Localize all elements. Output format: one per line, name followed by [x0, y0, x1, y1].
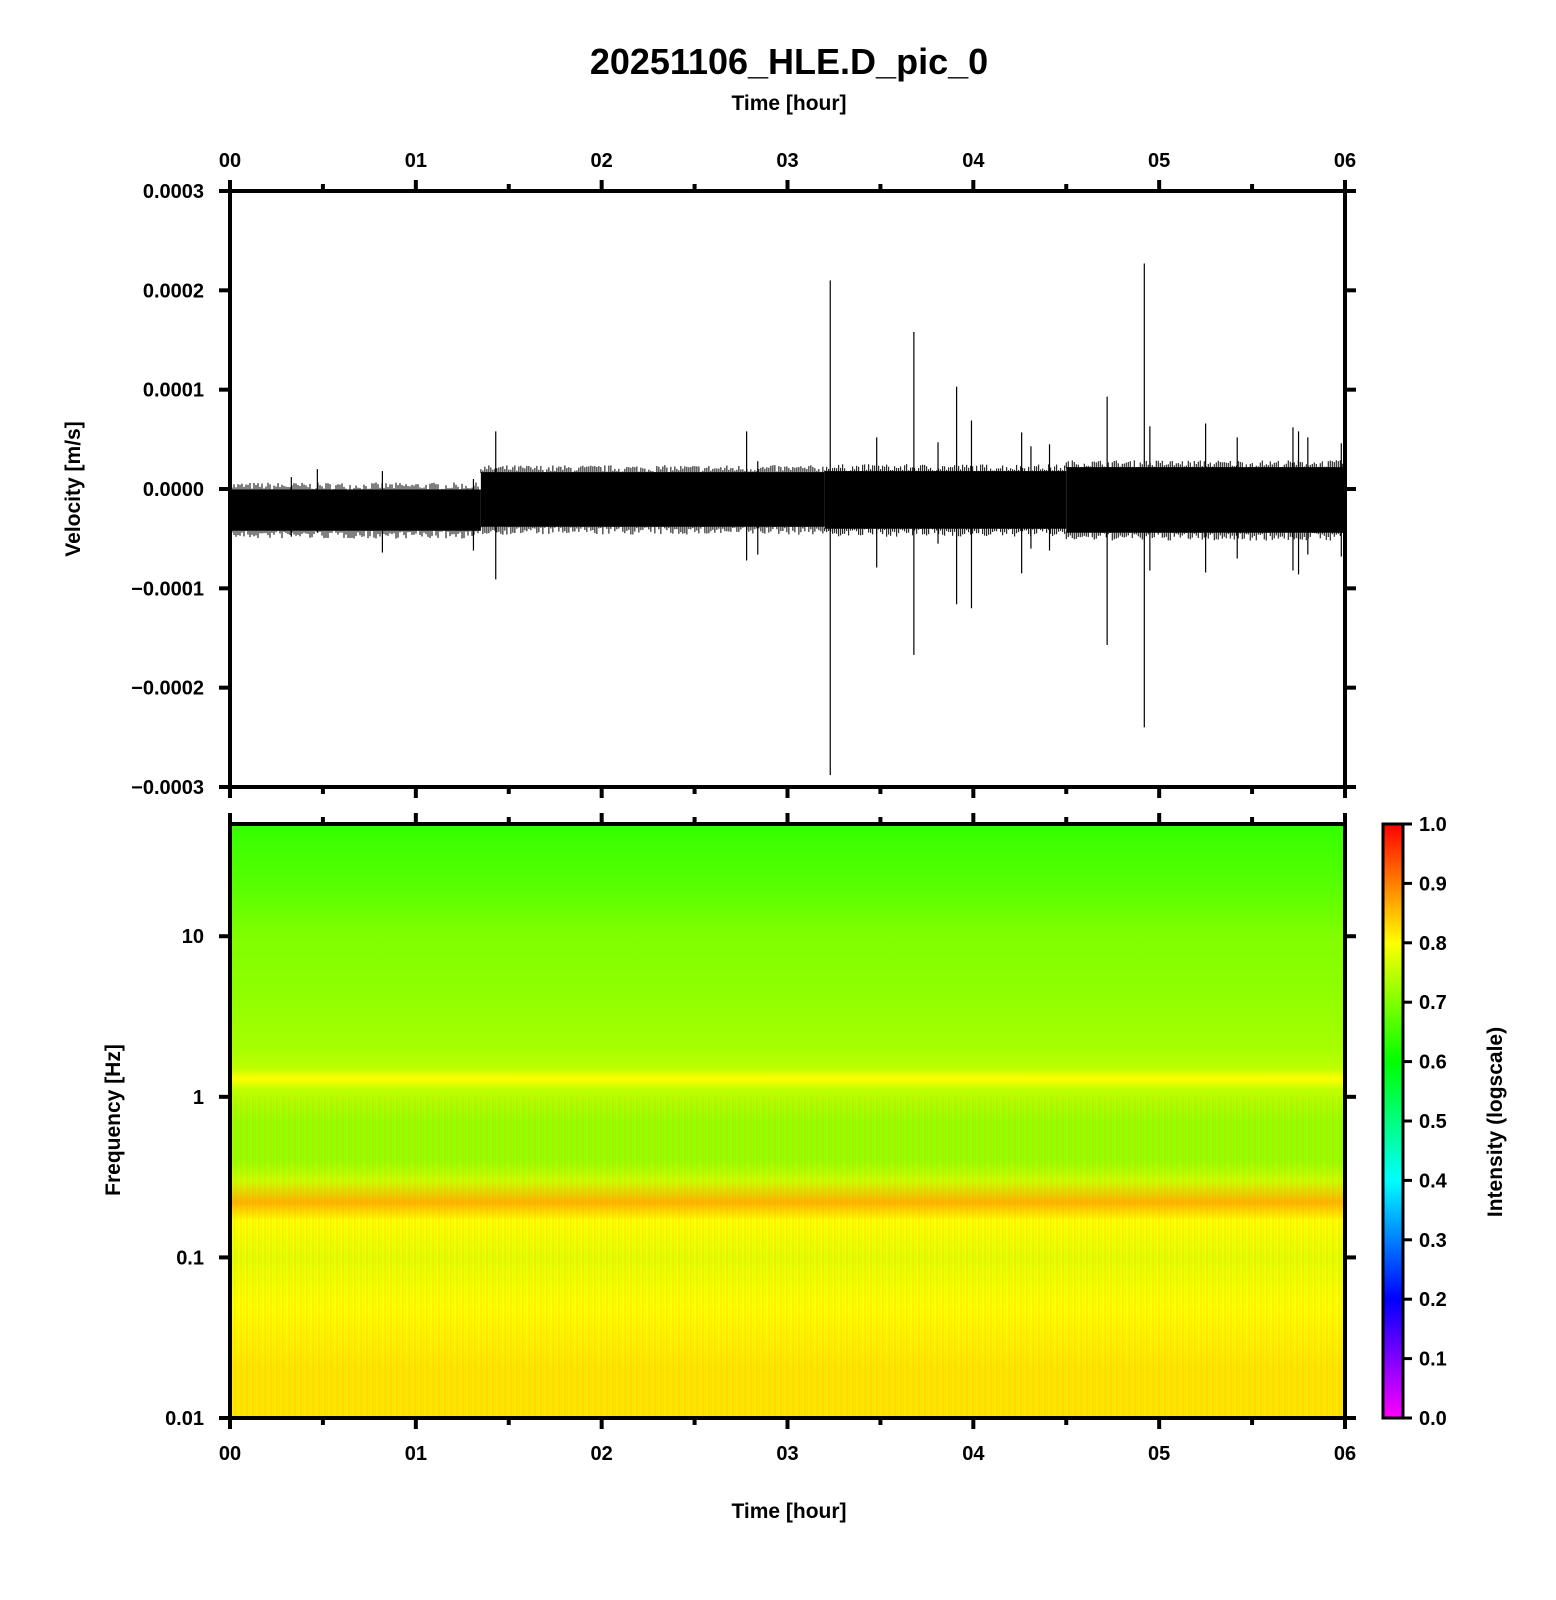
- y-tick-label: 0.0000: [143, 479, 204, 501]
- x-tick-label-bottom: 00: [219, 1443, 241, 1465]
- colorbar-tick-label: 0.8: [1419, 933, 1447, 955]
- x-tick-label-top: 05: [1148, 150, 1170, 172]
- colorbar-ticks: [1403, 822, 1412, 1420]
- x-tick-label-bottom: 03: [776, 1443, 798, 1465]
- colorbar-tick-label: 0.0: [1419, 1408, 1447, 1430]
- colorbar: 1.0 0.9 0.8 0.7 0.6 0.5 0.4 0.3 0.2 0.1 0.0: [1381, 814, 1448, 1430]
- y-tick-label: 0.0001: [143, 380, 204, 402]
- chart-title: 20251106_HLE.D_pic_0: [590, 41, 988, 82]
- spectrogram-x-axis-label: Time [hour]: [731, 1500, 846, 1523]
- colorbar-tick-label: 0.2: [1419, 1289, 1447, 1311]
- noise-band-segment: [480, 472, 825, 527]
- colorbar-scale: [1381, 822, 1405, 1420]
- colorbar-tick-label: 0.9: [1419, 873, 1447, 895]
- spectrogram-panel: 00 01 02 03 04 05 06 10 1 0.1 0.01: [165, 813, 1356, 1465]
- y-tick-label: 10: [182, 926, 204, 948]
- waveform-noise-fuzz: [229, 460, 1345, 541]
- y-tick-label: 0.1: [176, 1247, 204, 1269]
- x-tick-label-top: 03: [776, 150, 798, 172]
- y-tick-label: 0.01: [165, 1408, 204, 1430]
- waveform-y-axis-label: Velocity [m/s]: [62, 421, 85, 556]
- noise-band-segment: [824, 471, 1067, 529]
- x-tick-label-bottom: 05: [1148, 1443, 1170, 1465]
- colorbar-tick-label: 1.0: [1419, 814, 1447, 836]
- y-tick-label: 0.0002: [143, 280, 204, 302]
- noise-band-segment: [230, 489, 481, 531]
- x-tick-label-top: 02: [591, 150, 613, 172]
- spectrogram-y-axis-label: Frequency [Hz]: [102, 1044, 125, 1196]
- x-tick-label-bottom: 01: [405, 1443, 427, 1465]
- colorbar-label: Intensity (logscale): [1484, 1027, 1507, 1217]
- x-tick-label-bottom: 02: [591, 1443, 613, 1465]
- y-tick-label: −0.0003: [131, 777, 204, 799]
- colorbar-tick-label: 0.1: [1419, 1349, 1447, 1371]
- colorbar-tick-label: 0.5: [1419, 1111, 1447, 1133]
- y-tick-label: 1: [193, 1087, 204, 1109]
- x-tick-label-top: 04: [962, 150, 985, 172]
- y-tick-label: −0.0002: [131, 678, 204, 700]
- x-tick-label-top: 01: [405, 150, 427, 172]
- top-x-axis-label: Time [hour]: [731, 92, 846, 115]
- waveform-noise-band: [230, 467, 1345, 533]
- waveform-panel: 00 01 02 03 04 05 06 0.0003 0.0002 0.0001 0.0000 −0…: [131, 150, 1356, 799]
- colorbar-tick-label: 0.4: [1419, 1170, 1448, 1192]
- colorbar-tick-label: 0.3: [1419, 1230, 1447, 1252]
- x-tick-label-top: 06: [1334, 150, 1356, 172]
- x-tick-label-bottom: 06: [1334, 1443, 1356, 1465]
- spectrogram-ticks: [219, 813, 1356, 1429]
- y-tick-label: 0.0003: [143, 181, 204, 203]
- colorbar-tick-label: 0.7: [1419, 992, 1447, 1014]
- waveform-spikes: [290, 263, 1342, 776]
- colorbar-tick-label: 0.6: [1419, 1052, 1447, 1074]
- x-tick-label-bottom: 04: [962, 1443, 985, 1465]
- x-tick-label-top: 00: [219, 150, 241, 172]
- spectrogram-texture: [230, 1096, 1345, 1418]
- y-tick-label: −0.0001: [131, 578, 204, 600]
- waveform-ticks: [219, 180, 1356, 798]
